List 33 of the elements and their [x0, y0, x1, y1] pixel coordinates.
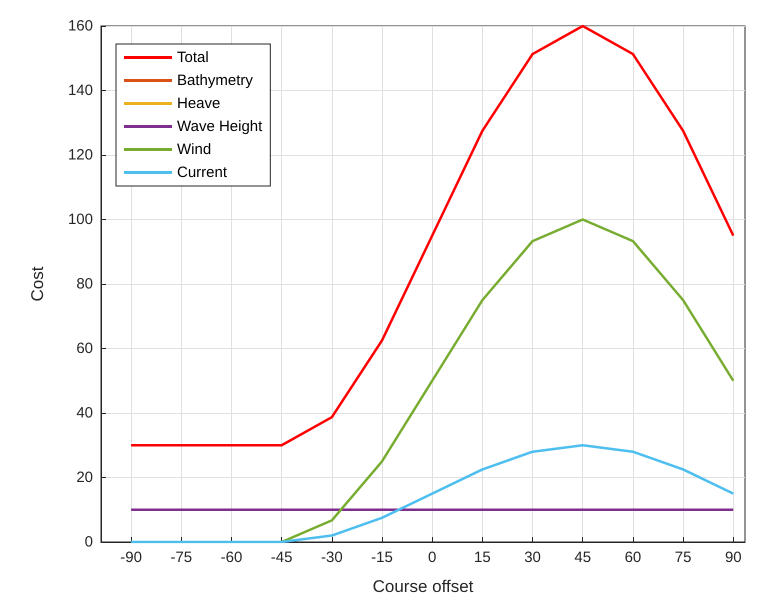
x-tick-label: 15	[474, 549, 491, 566]
x-tick-label: -75	[170, 549, 192, 566]
x-tick-label: 75	[674, 549, 692, 566]
y-tick-label: 20	[76, 469, 93, 486]
y-tick-label: 140	[68, 82, 93, 99]
x-tick-label: 0	[428, 549, 436, 566]
y-tick-label: 60	[76, 340, 93, 357]
x-tick-label: -90	[120, 549, 142, 566]
legend-label: Total	[177, 49, 209, 66]
legend-label: Current	[177, 164, 228, 181]
line-series	[130, 24, 735, 446]
x-axis-title: Course offset	[372, 577, 474, 596]
legend-label: Wave Height	[177, 118, 264, 135]
y-tick-label: 160	[68, 18, 93, 34]
y-axis-title: Cost	[28, 266, 47, 302]
line-series	[130, 444, 735, 544]
line-series	[280, 218, 735, 544]
y-tick-label: 80	[76, 276, 93, 292]
y-tick-label: 40	[76, 404, 93, 422]
legend-label: Wind	[177, 141, 212, 158]
x-tick-label: -45	[270, 549, 292, 566]
x-tick-label: -30	[320, 549, 343, 566]
x-tick-label: 60	[624, 549, 642, 566]
legend-label: Heave	[177, 95, 220, 112]
y-tick-label: 100	[68, 211, 93, 228]
x-tick-label: 45	[574, 549, 592, 566]
y-tick-label: 120	[68, 146, 93, 164]
x-tick-label: 90	[724, 549, 742, 566]
legend-label: Bathymetry	[177, 72, 254, 89]
x-tick-label: -60	[220, 549, 242, 566]
y-tick-label: 0	[84, 534, 93, 550]
x-tick-label: 30	[524, 549, 541, 566]
x-tick-label: -15	[371, 549, 393, 566]
